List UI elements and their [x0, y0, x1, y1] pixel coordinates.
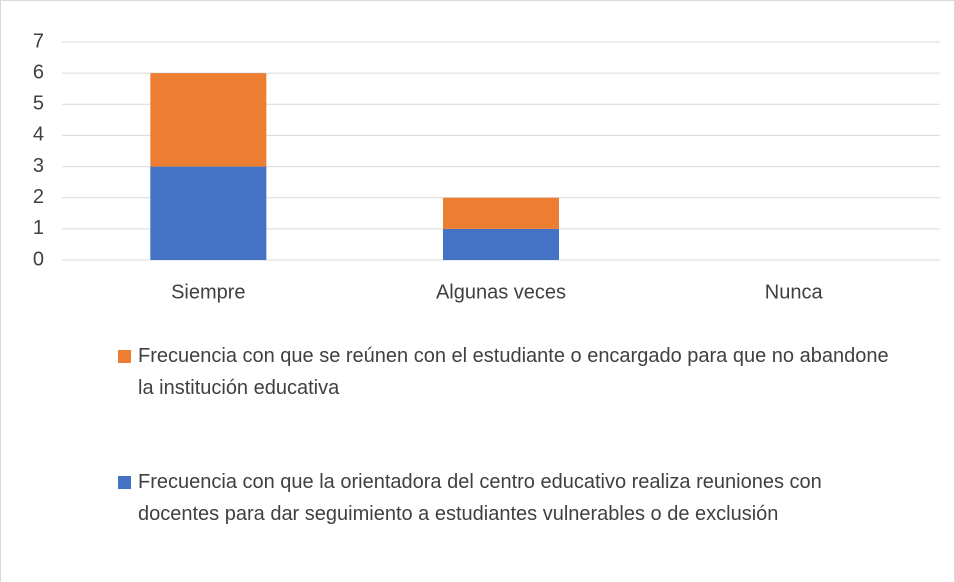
- legend-label: Frecuencia con que se reúnen con el estu…: [138, 345, 889, 399]
- y-tick-label: 0: [33, 248, 44, 270]
- bar: [443, 197, 559, 229]
- legend-swatch: [118, 350, 131, 363]
- bar: [150, 73, 267, 167]
- legend-swatch: [118, 476, 131, 489]
- y-tick-label: 4: [33, 124, 44, 146]
- y-tick-label: 5: [33, 93, 44, 115]
- x-tick-label: Algunas veces: [436, 281, 566, 303]
- y-tick-label: 7: [33, 30, 44, 52]
- x-tick-label: Nunca: [765, 281, 824, 303]
- y-tick-label: 1: [33, 217, 44, 239]
- y-tick-label: 3: [33, 155, 44, 177]
- y-tick-label: 6: [33, 61, 44, 83]
- bar: [150, 166, 267, 260]
- bar: [443, 228, 559, 260]
- y-tick-label: 2: [33, 186, 44, 208]
- legend-item: Frecuencia con que la orientadora del ce…: [118, 466, 898, 530]
- legend-item: Frecuencia con que se reúnen con el estu…: [118, 340, 898, 404]
- legend-label: Frecuencia con que la orientadora del ce…: [138, 471, 822, 525]
- x-tick-label: Siempre: [171, 281, 245, 303]
